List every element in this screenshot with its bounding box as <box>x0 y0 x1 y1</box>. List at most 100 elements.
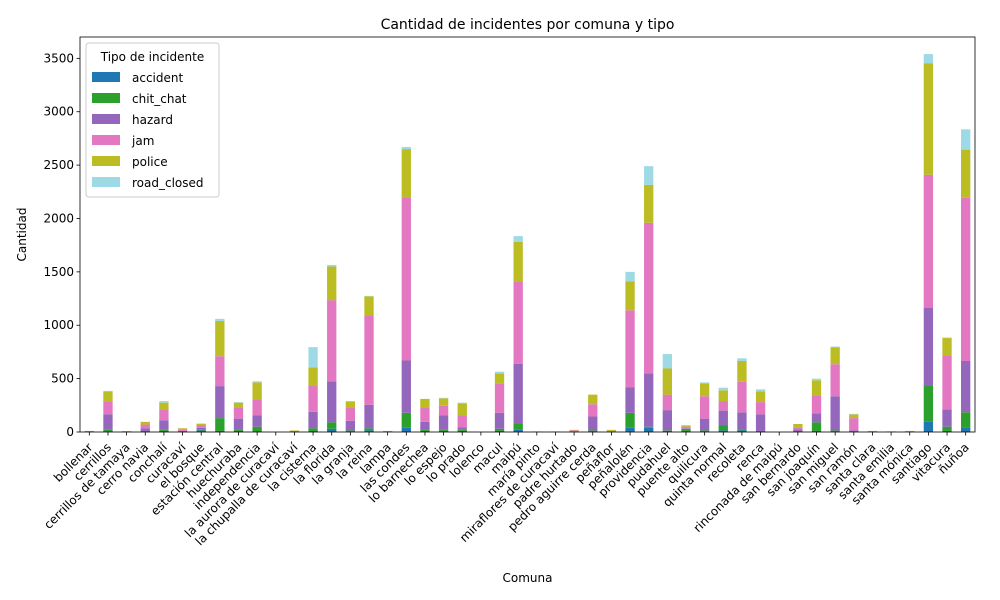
bar-segment-chit_chat <box>625 412 635 428</box>
bar-segment-road_closed <box>625 271 635 282</box>
bar-segment-police <box>793 423 803 428</box>
bar-segment-jam <box>308 385 318 412</box>
bar-segment-chit_chat <box>345 430 356 432</box>
bar-segment-road_closed <box>494 371 505 374</box>
bar-segment-hazard <box>811 413 822 423</box>
bar-segment-police <box>196 423 206 426</box>
bar-segment-police <box>382 430 393 432</box>
bar-segment-accident <box>457 430 467 432</box>
bar-segment-chit_chat <box>401 412 411 428</box>
y-tick-label: 3000 <box>43 105 74 119</box>
bar-segment-jam <box>420 407 430 422</box>
bar-segment-jam <box>830 364 840 397</box>
bar-segment-road_closed <box>923 54 934 64</box>
bar-segment-road_closed <box>308 347 318 368</box>
bar-segment-accident <box>401 427 411 432</box>
bar-segment-road_closed <box>401 146 411 150</box>
bar-segment-police <box>569 429 579 431</box>
bar-segment-hazard <box>644 373 654 427</box>
bar-segment-accident <box>308 430 318 432</box>
bar-segment-hazard <box>849 430 859 432</box>
bar-segment-road_closed <box>961 129 971 150</box>
bar-segment-chit_chat <box>588 430 598 432</box>
bar-segment-police <box>849 414 859 419</box>
bar-segment-police <box>159 402 169 410</box>
bar-segment-jam <box>793 427 803 430</box>
bar-segment-road_closed <box>942 337 952 339</box>
bar-segment-police <box>103 391 113 402</box>
bar-segment-jam <box>606 430 617 432</box>
bar-segment-hazard <box>438 415 449 430</box>
y-tick-label: 2500 <box>43 158 74 172</box>
bar-segment-road_closed <box>215 318 225 321</box>
bar-segment-chit_chat <box>681 428 691 431</box>
legend: Tipo de incidente accident chit_chathazar… <box>85 42 220 198</box>
bar-segment-accident <box>811 430 822 432</box>
bar-segment-chit_chat <box>159 429 169 431</box>
bar-segment-road_closed <box>252 381 262 383</box>
bar-segment-police <box>681 425 691 427</box>
bar-segment-accident <box>625 427 635 432</box>
bar-segment-police <box>811 380 822 396</box>
bar-segment-jam <box>849 418 859 431</box>
bar-segment-jam <box>84 430 94 432</box>
bar-segment-hazard <box>345 420 356 431</box>
legend-label-chit_chat: chit_chat <box>132 92 187 106</box>
bar-segment-jam <box>569 430 579 432</box>
bar-segment-jam <box>513 282 523 364</box>
legend-label-police: police <box>132 155 168 169</box>
bar-segment-jam <box>401 197 411 361</box>
bar-segment-police <box>961 149 971 198</box>
bar-segment-road_closed <box>644 166 654 185</box>
bar-segment-accident <box>737 430 747 432</box>
bar-segment-hazard <box>327 381 337 423</box>
bar-segment-road_closed <box>755 389 766 392</box>
legend-swatch-hazard <box>92 114 120 124</box>
bar-segment-police <box>737 361 747 382</box>
bar-segment-hazard <box>457 427 467 430</box>
bar-segment-hazard <box>140 428 150 431</box>
bar-segment-police <box>364 296 374 316</box>
bar-segment-road_closed <box>699 382 710 384</box>
bar-segment-accident <box>662 430 673 432</box>
bar-segment-hazard <box>755 414 766 431</box>
bar-segment-jam <box>961 197 971 362</box>
bar-segment-hazard <box>681 428 691 429</box>
bar-segment-chit_chat <box>457 429 467 431</box>
bar-segment-jam <box>252 399 262 416</box>
bar-segment-jam <box>345 407 356 421</box>
bar-segment-hazard <box>942 409 952 427</box>
bar-segment-police <box>942 338 952 356</box>
bar-segment-jam <box>215 356 225 387</box>
plot-frame <box>79 36 976 433</box>
bar-segment-hazard <box>718 410 728 426</box>
bar-segment-chit_chat <box>699 430 710 432</box>
legend-swatch-accident <box>92 72 120 82</box>
bar-segment-chit_chat <box>364 428 374 431</box>
x-axis-label: Comuna <box>503 571 553 585</box>
bar-segment-chit_chat <box>830 430 840 432</box>
y-tick-label: 500 <box>51 372 74 386</box>
bar-segment-road_closed <box>718 387 728 391</box>
bar-segment-hazard <box>364 404 374 429</box>
bar-segment-accident <box>644 427 654 432</box>
bar-segment-road_closed <box>849 413 859 415</box>
bar-segment-chit_chat <box>942 426 952 431</box>
bar-segment-road_closed <box>457 402 467 404</box>
bar-segment-jam <box>811 395 822 414</box>
legend-swatch-jam <box>92 135 120 145</box>
bar-segment-police <box>923 63 934 175</box>
chart-title: Cantidad de incidentes por comuna y tipo <box>381 17 675 33</box>
bar-segment-hazard <box>196 427 206 430</box>
bar-segment-road_closed <box>681 425 691 426</box>
bar-segment-chit_chat <box>718 425 728 431</box>
bar-segment-police <box>662 368 673 395</box>
bar-segment-road_closed <box>103 390 113 392</box>
bar-segment-chit_chat <box>140 430 150 432</box>
bar-segment-hazard <box>233 418 244 430</box>
bar-segment-accident <box>494 430 505 432</box>
legend-swatch-road_closed <box>92 177 120 187</box>
bar-segment-hazard <box>513 363 523 424</box>
